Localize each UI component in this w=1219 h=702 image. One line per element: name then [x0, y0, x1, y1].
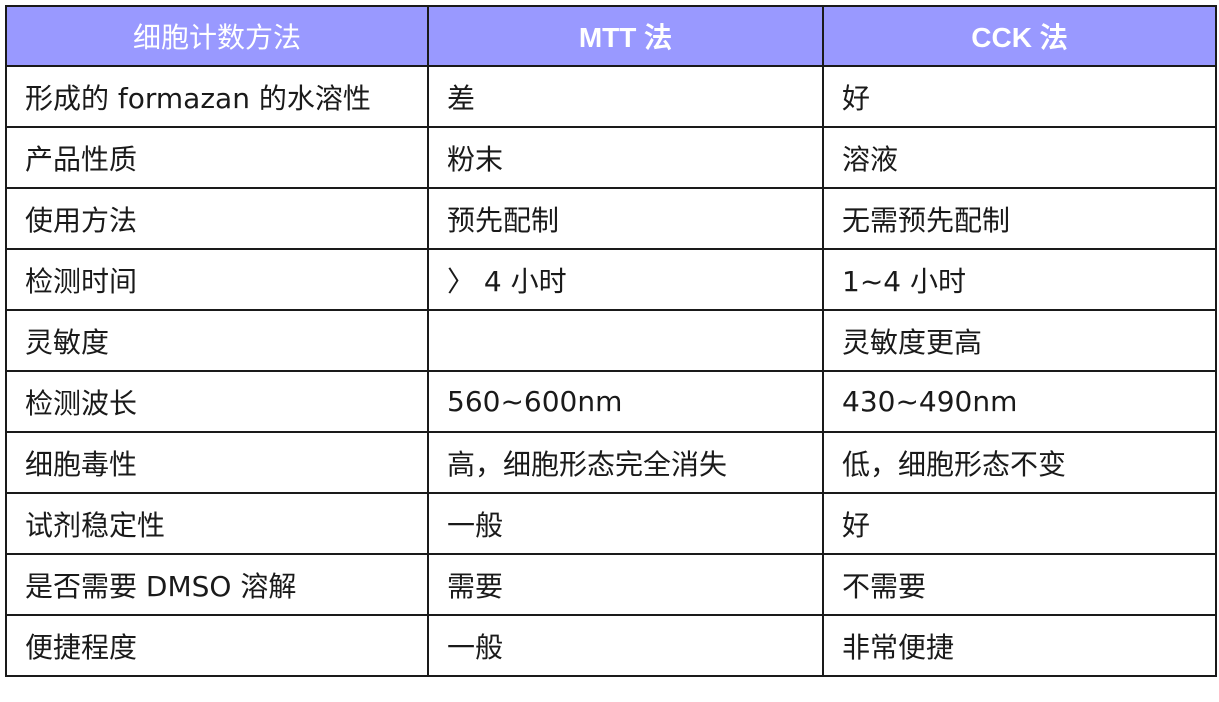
row-attribute: 灵敏度	[5, 309, 429, 372]
row-attribute: 使用方法	[5, 187, 429, 250]
row-attribute: 检测波长	[5, 370, 429, 433]
cck-value: 非常便捷	[822, 614, 1217, 677]
row-attribute: 细胞毒性	[5, 431, 429, 494]
row-attribute: 便捷程度	[5, 614, 429, 677]
cck-value: 溶液	[822, 126, 1217, 189]
table-row: 检测时间〉 4 小时 1~4 小时	[5, 248, 1217, 311]
table-row: 是否需要 DMSO 溶解 需要 不需要	[5, 553, 1217, 616]
mtt-value: 高，细胞形态完全消失	[427, 431, 824, 494]
mtt-value: 粉末	[427, 126, 824, 189]
cck-value: 好	[822, 492, 1217, 555]
header-method: 细胞计数方法	[5, 5, 429, 67]
table-row: 形成的 formazan 的水溶性差好	[5, 65, 1217, 128]
table-row: 产品性质 粉末 溶液	[5, 126, 1217, 189]
cck-value: 低，细胞形态不变	[822, 431, 1217, 494]
table-row: 检测波长 560~600nm 430~490nm	[5, 370, 1217, 433]
table-row: 试剂稳定性 一般好	[5, 492, 1217, 555]
mtt-value: 一般	[427, 492, 824, 555]
table-row: 灵敏度 灵敏度更高	[5, 309, 1217, 372]
cck-value: 430~490nm	[822, 370, 1217, 433]
row-attribute: 产品性质	[5, 126, 429, 189]
header-cck: CCK 法	[822, 5, 1217, 67]
mtt-value: 预先配制	[427, 187, 824, 250]
mtt-value: 一般	[427, 614, 824, 677]
mtt-value: 需要	[427, 553, 824, 616]
mtt-value	[427, 309, 824, 372]
header-row: 细胞计数方法 MTT 法 CCK 法	[5, 5, 1217, 67]
cck-value: 无需预先配制	[822, 187, 1217, 250]
table-row: 使用方法 预先配制 无需预先配制	[5, 187, 1217, 250]
mtt-value: 〉 4 小时	[427, 248, 824, 311]
cck-value: 不需要	[822, 553, 1217, 616]
table-row: 细胞毒性 高，细胞形态完全消失 低，细胞形态不变	[5, 431, 1217, 494]
header-mtt: MTT 法	[427, 5, 824, 67]
row-attribute: 试剂稳定性	[5, 492, 429, 555]
row-attribute: 检测时间	[5, 248, 429, 311]
cck-value: 灵敏度更高	[822, 309, 1217, 372]
cck-value: 1~4 小时	[822, 248, 1217, 311]
comparison-table: 细胞计数方法 MTT 法 CCK 法 形成的 formazan 的水溶性差好产品…	[5, 5, 1217, 677]
mtt-value: 560~600nm	[427, 370, 824, 433]
row-attribute: 是否需要 DMSO 溶解	[5, 553, 429, 616]
cck-value: 好	[822, 65, 1217, 128]
mtt-value: 差	[427, 65, 824, 128]
table-row: 便捷程度 一般 非常便捷	[5, 614, 1217, 677]
row-attribute: 形成的 formazan 的水溶性	[5, 65, 429, 128]
